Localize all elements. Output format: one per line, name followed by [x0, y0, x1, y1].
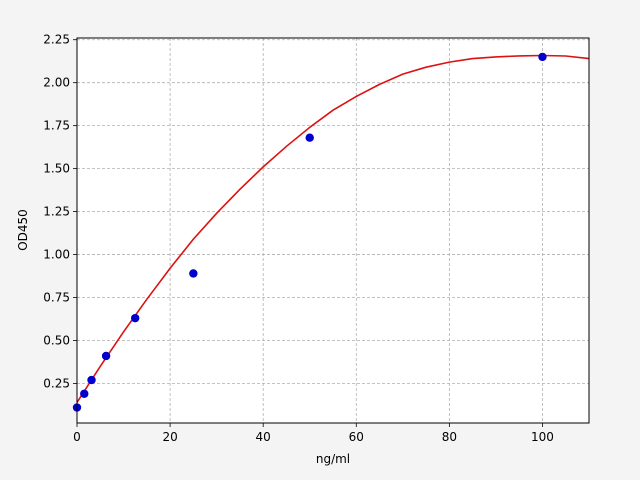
data-point [101, 351, 111, 361]
fit-curve-line [76, 54, 590, 403]
y-tick-label: 1.25 [43, 205, 70, 219]
y-tick-label: 2.25 [43, 33, 70, 47]
data-points-group [72, 52, 547, 412]
x-tick-label: 60 [349, 430, 364, 444]
y-tick-label: 1.75 [43, 119, 70, 133]
data-point [87, 375, 96, 385]
plot-background [77, 38, 589, 423]
data-point [189, 269, 198, 278]
y-axis-ticks: 0.25 0.50 0.75 1.00 1.25 1.50 1.75 2.00 2.25 [43, 33, 77, 390]
y-tick-label: 2.00 [43, 76, 70, 90]
y-tick-label: 0.25 [43, 376, 70, 390]
data-point [130, 313, 140, 323]
fit-curve-group [76, 54, 590, 403]
x-tick-label: 100 [531, 430, 554, 444]
y-tick-label: 1.50 [43, 162, 70, 176]
x-tick-label: 0 [73, 430, 81, 444]
y-tick-label: 1.00 [43, 248, 70, 262]
data-point [80, 389, 89, 398]
x-axis-label: ng/ml [316, 452, 350, 466]
data-point [538, 52, 547, 62]
x-tick-label: 20 [162, 430, 177, 444]
grid-lines [76, 38, 589, 423]
y-axis-label: OD450 [16, 209, 30, 251]
y-tick-label: 0.75 [43, 291, 70, 305]
x-axis-ticks: 0 20 40 60 80 100 [73, 423, 554, 444]
x-tick-label: 40 [256, 430, 271, 444]
x-tick-label: 80 [442, 430, 457, 444]
plot-frame [76, 37, 590, 424]
data-point [305, 133, 314, 142]
y-tick-label: 0.50 [43, 334, 70, 348]
